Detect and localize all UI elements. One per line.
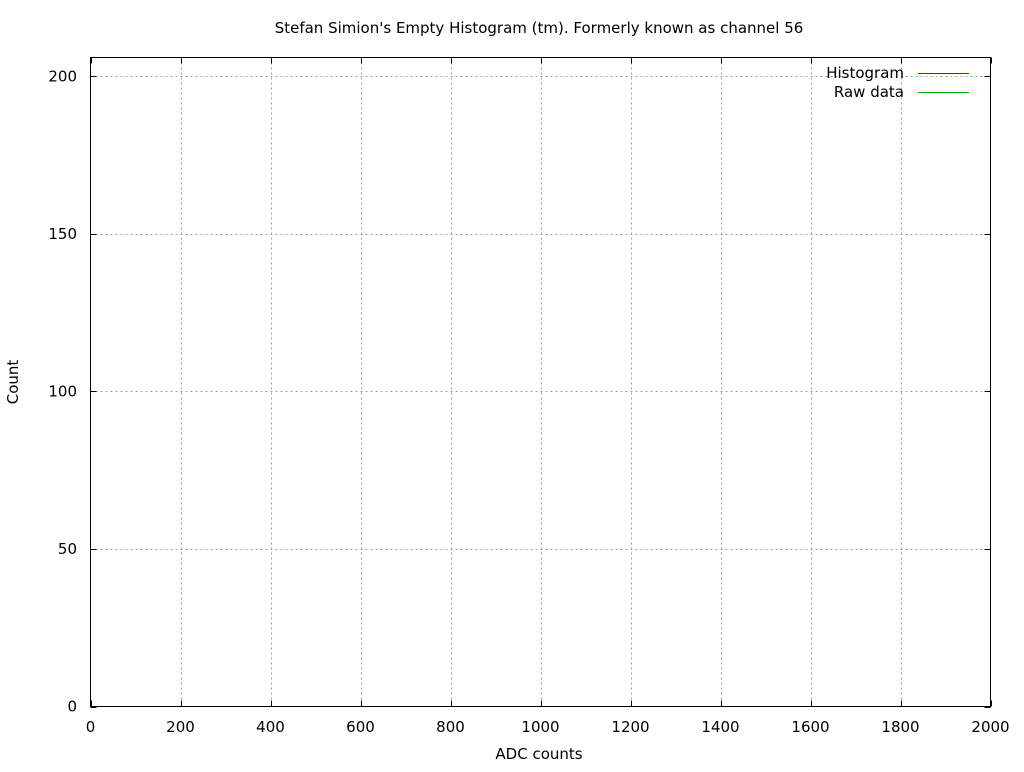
- x-tick-label: 800: [436, 718, 465, 736]
- tick-labels: 0 200 400 600 800 1000 1200 1400 1600 1800 2000 0 50…: [48, 67, 1009, 736]
- chart-title: Stefan Simion's Empty Histogram (tm). Fo…: [275, 19, 804, 37]
- x-tick-label: 1400: [701, 718, 739, 736]
- y-tick-label: 0: [67, 698, 77, 716]
- y-tick-label: 200: [48, 67, 77, 85]
- x-tick-label: 1600: [791, 718, 829, 736]
- axis-ticks: [90, 57, 992, 708]
- x-tick-label: 2000: [971, 718, 1009, 736]
- x-tick-label: 200: [166, 718, 195, 736]
- legend-label: Histogram: [826, 64, 904, 82]
- x-tick-label: 1200: [611, 718, 649, 736]
- y-tick-label: 100: [48, 382, 77, 400]
- y-axis-label: Count: [4, 360, 22, 405]
- x-tick-label: 1800: [881, 718, 919, 736]
- x-tick-label: 0: [86, 718, 96, 736]
- y-tick-label: 50: [58, 540, 77, 558]
- x-axis-label: ADC counts: [495, 745, 582, 763]
- x-tick-label: 1000: [521, 718, 559, 736]
- plot-area-frame: [90, 57, 991, 707]
- x-tick-label: 600: [346, 718, 375, 736]
- y-tick-label: 150: [48, 225, 77, 243]
- legend-label: Raw data: [834, 83, 904, 101]
- x-tick-label: 400: [256, 718, 285, 736]
- grid-lines: [90, 57, 991, 707]
